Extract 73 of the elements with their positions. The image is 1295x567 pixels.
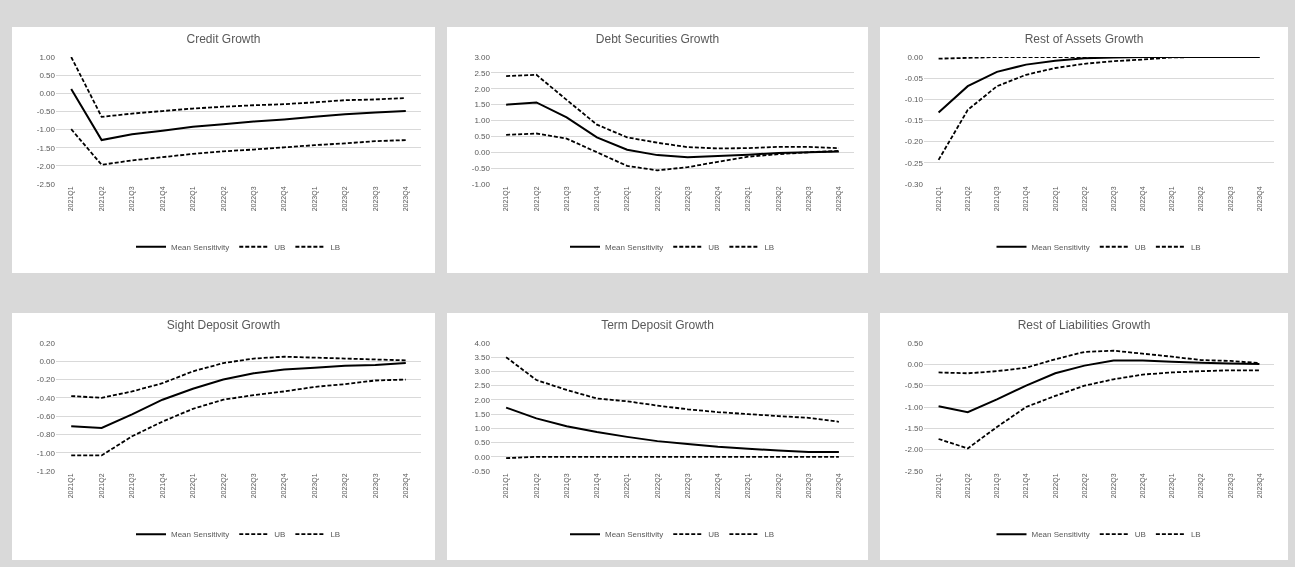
y-tick-label: 1.00	[474, 424, 491, 434]
y-tick-label: 3.00	[474, 367, 491, 377]
y-tick-label: 0.50	[474, 438, 491, 448]
y-tick-label: -2.00	[36, 161, 56, 171]
y-tick-label: -2.50	[904, 466, 924, 476]
y-tick-label: 3.50	[474, 353, 491, 363]
y-tick-label: 0.50	[907, 338, 924, 348]
y-tick-label: 4.00	[474, 338, 491, 348]
chart-title: Rest of Assets Growth	[1024, 31, 1144, 46]
y-tick-label: 0.00	[474, 148, 491, 158]
y-tick-label: 0.00	[907, 52, 924, 62]
y-tick-label: -0.30	[904, 179, 924, 189]
y-tick-label: 2.50	[474, 68, 491, 78]
legend-label: Mean Sensitivity	[605, 530, 664, 540]
chart-title: Debt Securities Growth	[595, 31, 720, 46]
legend-label: LB	[1190, 530, 1201, 540]
y-tick-label: 1.50	[474, 100, 491, 110]
y-tick-label: -1.50	[904, 424, 924, 434]
legend-label: UB	[274, 242, 286, 252]
chart-title: Sight Deposit Growth	[166, 317, 281, 332]
y-tick-label: -2.00	[904, 445, 924, 455]
legend-label: UB	[274, 530, 286, 540]
y-tick-label: 0.50	[474, 132, 491, 142]
y-tick-label: -0.10	[904, 95, 924, 105]
y-tick-label: -0.50	[471, 466, 491, 476]
y-tick-label: 3.00	[474, 52, 491, 62]
y-tick-label: -1.50	[36, 143, 56, 153]
legend-label: LB	[764, 530, 775, 540]
y-tick-label: -1.00	[36, 125, 56, 135]
y-tick-label: -0.50	[904, 381, 924, 391]
y-tick-label: 0.50	[39, 70, 56, 80]
y-tick-label: 0.00	[39, 89, 56, 99]
chart-title: Term Deposit Growth	[601, 317, 714, 332]
chart-title: Rest of Liabilities Growth	[1017, 317, 1151, 332]
y-tick-label: -1.20	[36, 466, 56, 476]
y-tick-label: -0.20	[904, 137, 924, 147]
y-tick-label: -0.50	[471, 163, 491, 173]
legend-label: Mean Sensitivity	[1031, 242, 1090, 252]
y-tick-label: 2.50	[474, 381, 491, 391]
y-tick-label: 2.00	[474, 395, 491, 405]
y-tick-label: 1.50	[474, 409, 491, 419]
y-tick-label: 0.00	[474, 452, 491, 462]
legend-label: LB	[1190, 242, 1201, 252]
legend-label: UB	[1134, 530, 1146, 540]
legend-label: Mean Sensitivity	[1031, 530, 1090, 540]
y-tick-label: 1.00	[474, 116, 491, 126]
legend-label: Mean Sensitivity	[171, 530, 230, 540]
y-tick-label: 1.00	[39, 52, 56, 62]
y-tick-label: -1.00	[36, 448, 56, 458]
y-tick-label: 0.20	[39, 338, 56, 348]
y-tick-label: -2.50	[36, 179, 56, 189]
y-tick-label: -0.60	[36, 411, 56, 421]
y-tick-label: -1.00	[904, 402, 924, 412]
y-tick-label: -0.20	[36, 375, 56, 385]
y-tick-label: 0.00	[39, 357, 56, 367]
y-tick-label: -1.00	[471, 179, 491, 189]
y-tick-label: -0.40	[36, 393, 56, 403]
y-tick-label: -0.50	[36, 107, 56, 117]
y-tick-label: -0.05	[904, 73, 924, 83]
y-tick-label: 2.00	[474, 84, 491, 94]
legend-label: LB	[764, 242, 775, 252]
legend-label: Mean Sensitivity	[171, 242, 230, 252]
legend-label: LB	[330, 530, 341, 540]
legend-label: LB	[330, 242, 341, 252]
y-tick-label: -0.25	[904, 158, 924, 168]
y-tick-label: 0.00	[907, 360, 924, 370]
legend-label: UB	[708, 530, 720, 540]
legend-label: UB	[1134, 242, 1146, 252]
y-tick-label: -0.80	[36, 430, 56, 440]
chart-title: Credit Growth	[186, 31, 261, 46]
legend-label: UB	[708, 242, 720, 252]
legend-label: Mean Sensitivity	[605, 242, 664, 252]
y-tick-label: -0.15	[904, 116, 924, 126]
